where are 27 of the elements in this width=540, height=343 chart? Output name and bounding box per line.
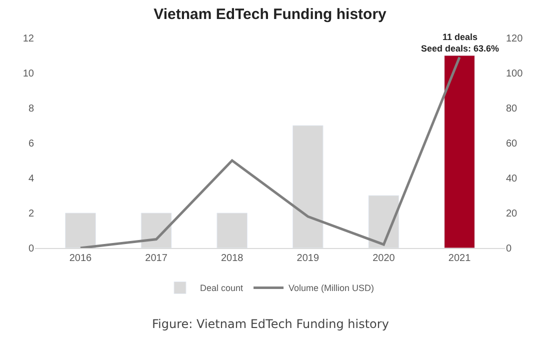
y-tick-label: 4	[28, 174, 34, 184]
x-tick-label: 2017	[145, 253, 168, 264]
x-tick-label: 2016	[69, 253, 92, 264]
text: Figure: Vietnam EdTech Funding history	[152, 317, 389, 331]
legend-label: Volume (Million USD)	[288, 283, 374, 294]
y-tick-label: 0	[28, 244, 34, 254]
y-tick-label: 2	[28, 208, 34, 220]
y2-tick-label: 100	[506, 68, 524, 80]
annotation: 11 deals Seed deals: 63.6%	[421, 32, 500, 54]
x-tick-label: 2021	[448, 253, 472, 264]
x-tick-label: 2018	[220, 253, 244, 264]
bar	[444, 55, 475, 248]
y2-tick-label: 0	[506, 244, 512, 254]
x-tick-label: 2019	[296, 253, 320, 264]
y2-tick-label: 60	[506, 138, 518, 150]
y-tick-label: 12	[22, 34, 34, 44]
y2-tick-label: 120	[506, 34, 524, 44]
line-series	[79, 56, 461, 248]
x-tick-label: 2020	[372, 253, 396, 264]
legend-label: Deal count	[200, 283, 244, 294]
chart-title: Vietnam EdTech Funding history	[154, 6, 388, 24]
y2-tick-label: 80	[506, 104, 518, 114]
y2-tick-label: 20	[506, 208, 518, 220]
y-tick-label: 8	[28, 104, 34, 114]
y-tick-label: 6	[28, 138, 34, 150]
y-tick-label: 10	[22, 68, 34, 80]
y2-tick-label: 40	[506, 174, 518, 184]
